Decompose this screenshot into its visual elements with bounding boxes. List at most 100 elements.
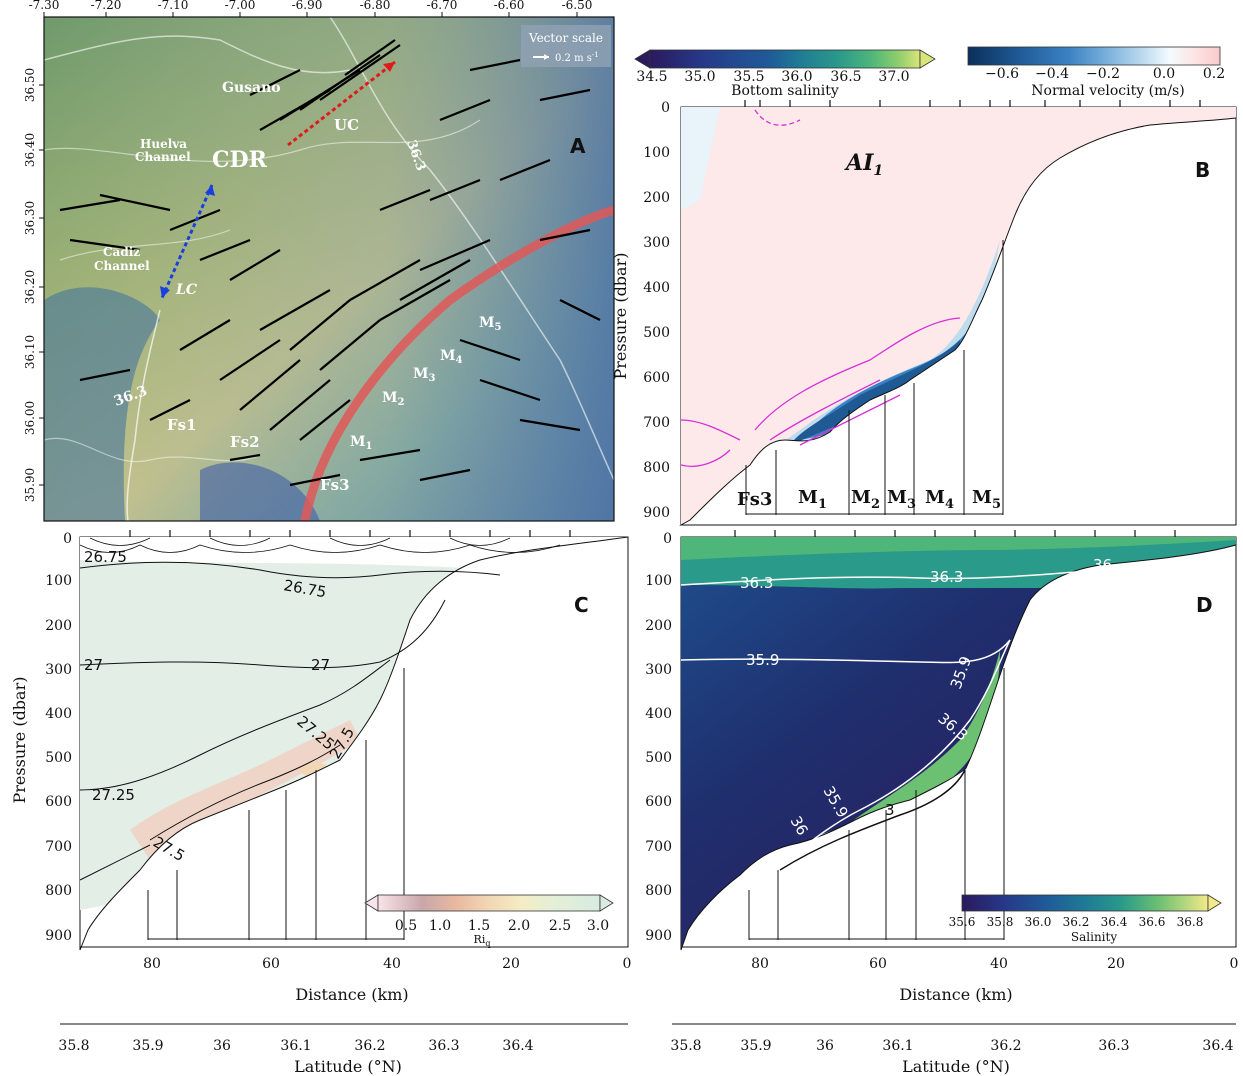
latitude-tick: 36.2 bbox=[354, 1038, 385, 1054]
salinity-contour-left bbox=[680, 419, 741, 441]
m2-label: M2 bbox=[382, 390, 405, 408]
pressure-tick: 600 bbox=[45, 794, 72, 810]
pressure-tick: 200 bbox=[643, 190, 670, 206]
distance-tick: 60 bbox=[869, 956, 887, 972]
panel-a-label: A bbox=[570, 134, 586, 158]
velocity-band-mid bbox=[800, 290, 990, 440]
velocity-band-strong bbox=[790, 340, 960, 445]
pressure-tick: 900 bbox=[645, 928, 672, 944]
contour-label: 36.3 bbox=[740, 574, 773, 592]
distance-tick: 0 bbox=[623, 956, 632, 972]
ri-cb-title: Riq bbox=[474, 933, 491, 948]
pressure-tick: 500 bbox=[643, 325, 670, 341]
huelva-label: Huelva bbox=[140, 137, 187, 151]
vector-scale-arrowhead bbox=[544, 54, 549, 60]
m2-mooring-label: M2 bbox=[851, 487, 880, 512]
m1-label: M1 bbox=[350, 434, 372, 452]
m3-mooring-label: M3 bbox=[887, 487, 916, 512]
pressure-tick: 200 bbox=[645, 618, 672, 634]
pressure-tick: 500 bbox=[45, 750, 72, 766]
latitude-tick: 35.9 bbox=[132, 1038, 163, 1054]
contour-label: 27 bbox=[311, 656, 330, 674]
mooring-lines-d bbox=[748, 668, 1005, 940]
sal-cb-tick: 35.5 bbox=[733, 69, 764, 85]
channel-label: Channel bbox=[135, 150, 191, 164]
map-deep-water-shade bbox=[44, 17, 614, 521]
distance-tick: 20 bbox=[502, 956, 520, 972]
distance-tick: 40 bbox=[383, 956, 401, 972]
contour-label: 26.75 bbox=[84, 548, 127, 566]
contour-label: 27 bbox=[84, 656, 103, 674]
d-cb-tick: 36.0 bbox=[1025, 915, 1052, 929]
red-transect-band bbox=[300, 205, 614, 521]
uc-label: UC bbox=[334, 116, 359, 134]
lon-tick-label: -6.70 bbox=[427, 0, 458, 12]
latitude-tick: 36.3 bbox=[1098, 1038, 1129, 1054]
panel-c-ylabel: Pressure (dbar) bbox=[10, 677, 29, 804]
fs3-mooring-label: Fs3 bbox=[737, 489, 772, 510]
pressure-tick: 500 bbox=[645, 750, 672, 766]
cast-rug-b bbox=[744, 100, 1201, 107]
contour-label: 36 bbox=[1093, 556, 1112, 574]
ri-colorbar-rect bbox=[377, 894, 601, 912]
pressure-tick: 100 bbox=[645, 573, 672, 589]
pressure-tick: 600 bbox=[643, 370, 670, 386]
surface-salinity-layer bbox=[681, 537, 1236, 560]
isobath bbox=[44, 119, 481, 162]
pressure-tick: 100 bbox=[45, 573, 72, 589]
pressure-tick: 800 bbox=[645, 883, 672, 899]
mooring-lines bbox=[745, 240, 1004, 515]
pressure-tick: 100 bbox=[643, 145, 670, 161]
lon-tick-label: -6.80 bbox=[360, 0, 391, 12]
fs-basin bbox=[200, 462, 320, 521]
pressure-tick: 300 bbox=[45, 662, 72, 678]
pressure-tick: 400 bbox=[643, 280, 670, 296]
isobath bbox=[59, 229, 231, 261]
cast-rug-c bbox=[129, 530, 571, 537]
lat-tick-label: 36.40 bbox=[23, 133, 37, 167]
panel-c-bathymetry bbox=[79, 536, 629, 951]
pressure-tick: 900 bbox=[45, 928, 72, 944]
lon-tick-label: -7.00 bbox=[225, 0, 256, 12]
isobath bbox=[44, 437, 261, 463]
d-cb-tick: 36.2 bbox=[1063, 915, 1090, 929]
latitude-tick: 36 bbox=[213, 1038, 231, 1054]
uc-transect-arrow bbox=[287, 60, 396, 147]
latitude-tick: 36.1 bbox=[280, 1038, 311, 1054]
lon-tick-label: -7.10 bbox=[158, 0, 189, 12]
panel-c-xlabel: Distance (km) bbox=[295, 985, 408, 1004]
current-vectors bbox=[59, 39, 601, 487]
uc-arrowhead bbox=[383, 62, 395, 72]
pressure-tick: 400 bbox=[45, 706, 72, 722]
lon-tick-label: -6.60 bbox=[494, 0, 525, 12]
lat-tick-label: 35.90 bbox=[23, 468, 37, 502]
cadiz-label: Cadiz bbox=[103, 245, 140, 259]
panel-d-latlabel: Latitude (°N) bbox=[902, 1057, 1010, 1076]
m3-label: M3 bbox=[413, 366, 436, 384]
pressure-tick: 700 bbox=[45, 839, 72, 855]
panel-d-xlabel: Distance (km) bbox=[899, 985, 1012, 1004]
fs1-label: Fs1 bbox=[167, 416, 197, 434]
contour-label: 27.25 bbox=[92, 786, 135, 804]
pressure-tick: 800 bbox=[45, 883, 72, 899]
high-salinity-core bbox=[760, 650, 1000, 880]
latitude-tick: 36.1 bbox=[882, 1038, 913, 1054]
lon-tick-label: -7.30 bbox=[29, 0, 60, 12]
vel-cb-tick: 0.2 bbox=[1203, 66, 1225, 82]
latitude-tick: 36 bbox=[816, 1038, 834, 1054]
latitude-tick: 36.3 bbox=[428, 1038, 459, 1054]
map-lon-ticks: -7.30 -7.20 -7.10 -7.00 -6.90 -6.80 -6.7… bbox=[29, 0, 592, 17]
lat-tick-label: 36.20 bbox=[23, 270, 37, 304]
lat-tick-label: 36.10 bbox=[23, 335, 37, 369]
m4-label: M4 bbox=[440, 348, 463, 366]
m5-label: M5 bbox=[479, 315, 502, 333]
panel-d: 36.3 36.3 36 35.9 35.9 36.3 35.9 36 3 D … bbox=[645, 530, 1238, 1076]
panel-a-map: -7.30 -7.20 -7.10 -7.00 -6.90 -6.80 -6.7… bbox=[23, 0, 615, 522]
channel-label: Channel bbox=[94, 259, 150, 273]
panel-c: 26.75 26.75 27 27 27.25 27.5 27.25 27.5 … bbox=[10, 530, 631, 1076]
density-contours bbox=[79, 561, 501, 881]
sal-colorbar-rect bbox=[649, 49, 921, 69]
m5-mooring-label: M5 bbox=[972, 487, 1001, 512]
m4-mooring-label: M4 bbox=[925, 487, 954, 512]
fs2-label: Fs2 bbox=[230, 433, 260, 451]
